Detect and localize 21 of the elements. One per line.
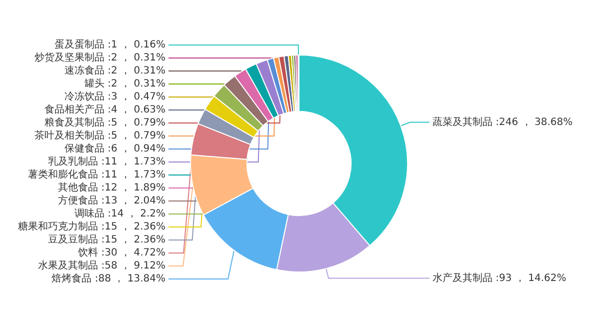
slice-label: 保健食品 :6 ， 0.94% — [64, 142, 166, 155]
slice-label: 饮料 :30 ， 4.72% — [77, 246, 166, 259]
slice-label: 蛋及蛋制品 :1 ， 0.16% — [54, 38, 166, 51]
slice-label: 水产及其制品 :93 ， 14.62% — [432, 272, 566, 284]
slice-label: 冷冻饮品 :3 ， 0.47% — [64, 90, 166, 103]
slice-label: 水果及其制品 :58 ， 9.12% — [38, 260, 166, 272]
slice-label: 调味品 :14 ， 2.2% — [74, 208, 166, 220]
slice-label: 食品相关产品 :4 ， 0.63% — [44, 104, 166, 116]
slice-label: 罐头 :2 ， 0.31% — [84, 78, 166, 90]
slice-label: 薯类和膨化食品 :11 ， 1.73% — [28, 168, 166, 181]
slice-label: 速冻食品 :2 ， 0.31% — [64, 64, 166, 77]
slice-label: 茶叶及相关制品 :5 ， 0.79% — [34, 130, 166, 142]
slice-label: 焙烤食品 :88 ， 13.84% — [52, 272, 166, 285]
slice-label: 乳及乳制品 :11 ， 1.73% — [48, 156, 166, 168]
slice-label: 蔬菜及其制品 :246 ， 38.68% — [432, 116, 573, 128]
slice-label: 方便食品 :13 ， 2.04% — [58, 194, 166, 207]
slice-label: 糖果和巧克力制品 :15 ， 2.36% — [18, 220, 166, 233]
slice-label: 豆及豆制品 :15 ， 2.36% — [48, 234, 166, 246]
slice-label: 其他食品 :12 ， 1.89% — [58, 182, 166, 194]
slice-label: 粮食及其制品 :5 ， 0.79% — [44, 116, 166, 129]
slice-label: 炒货及坚果制品 :2 ， 0.31% — [34, 52, 166, 64]
